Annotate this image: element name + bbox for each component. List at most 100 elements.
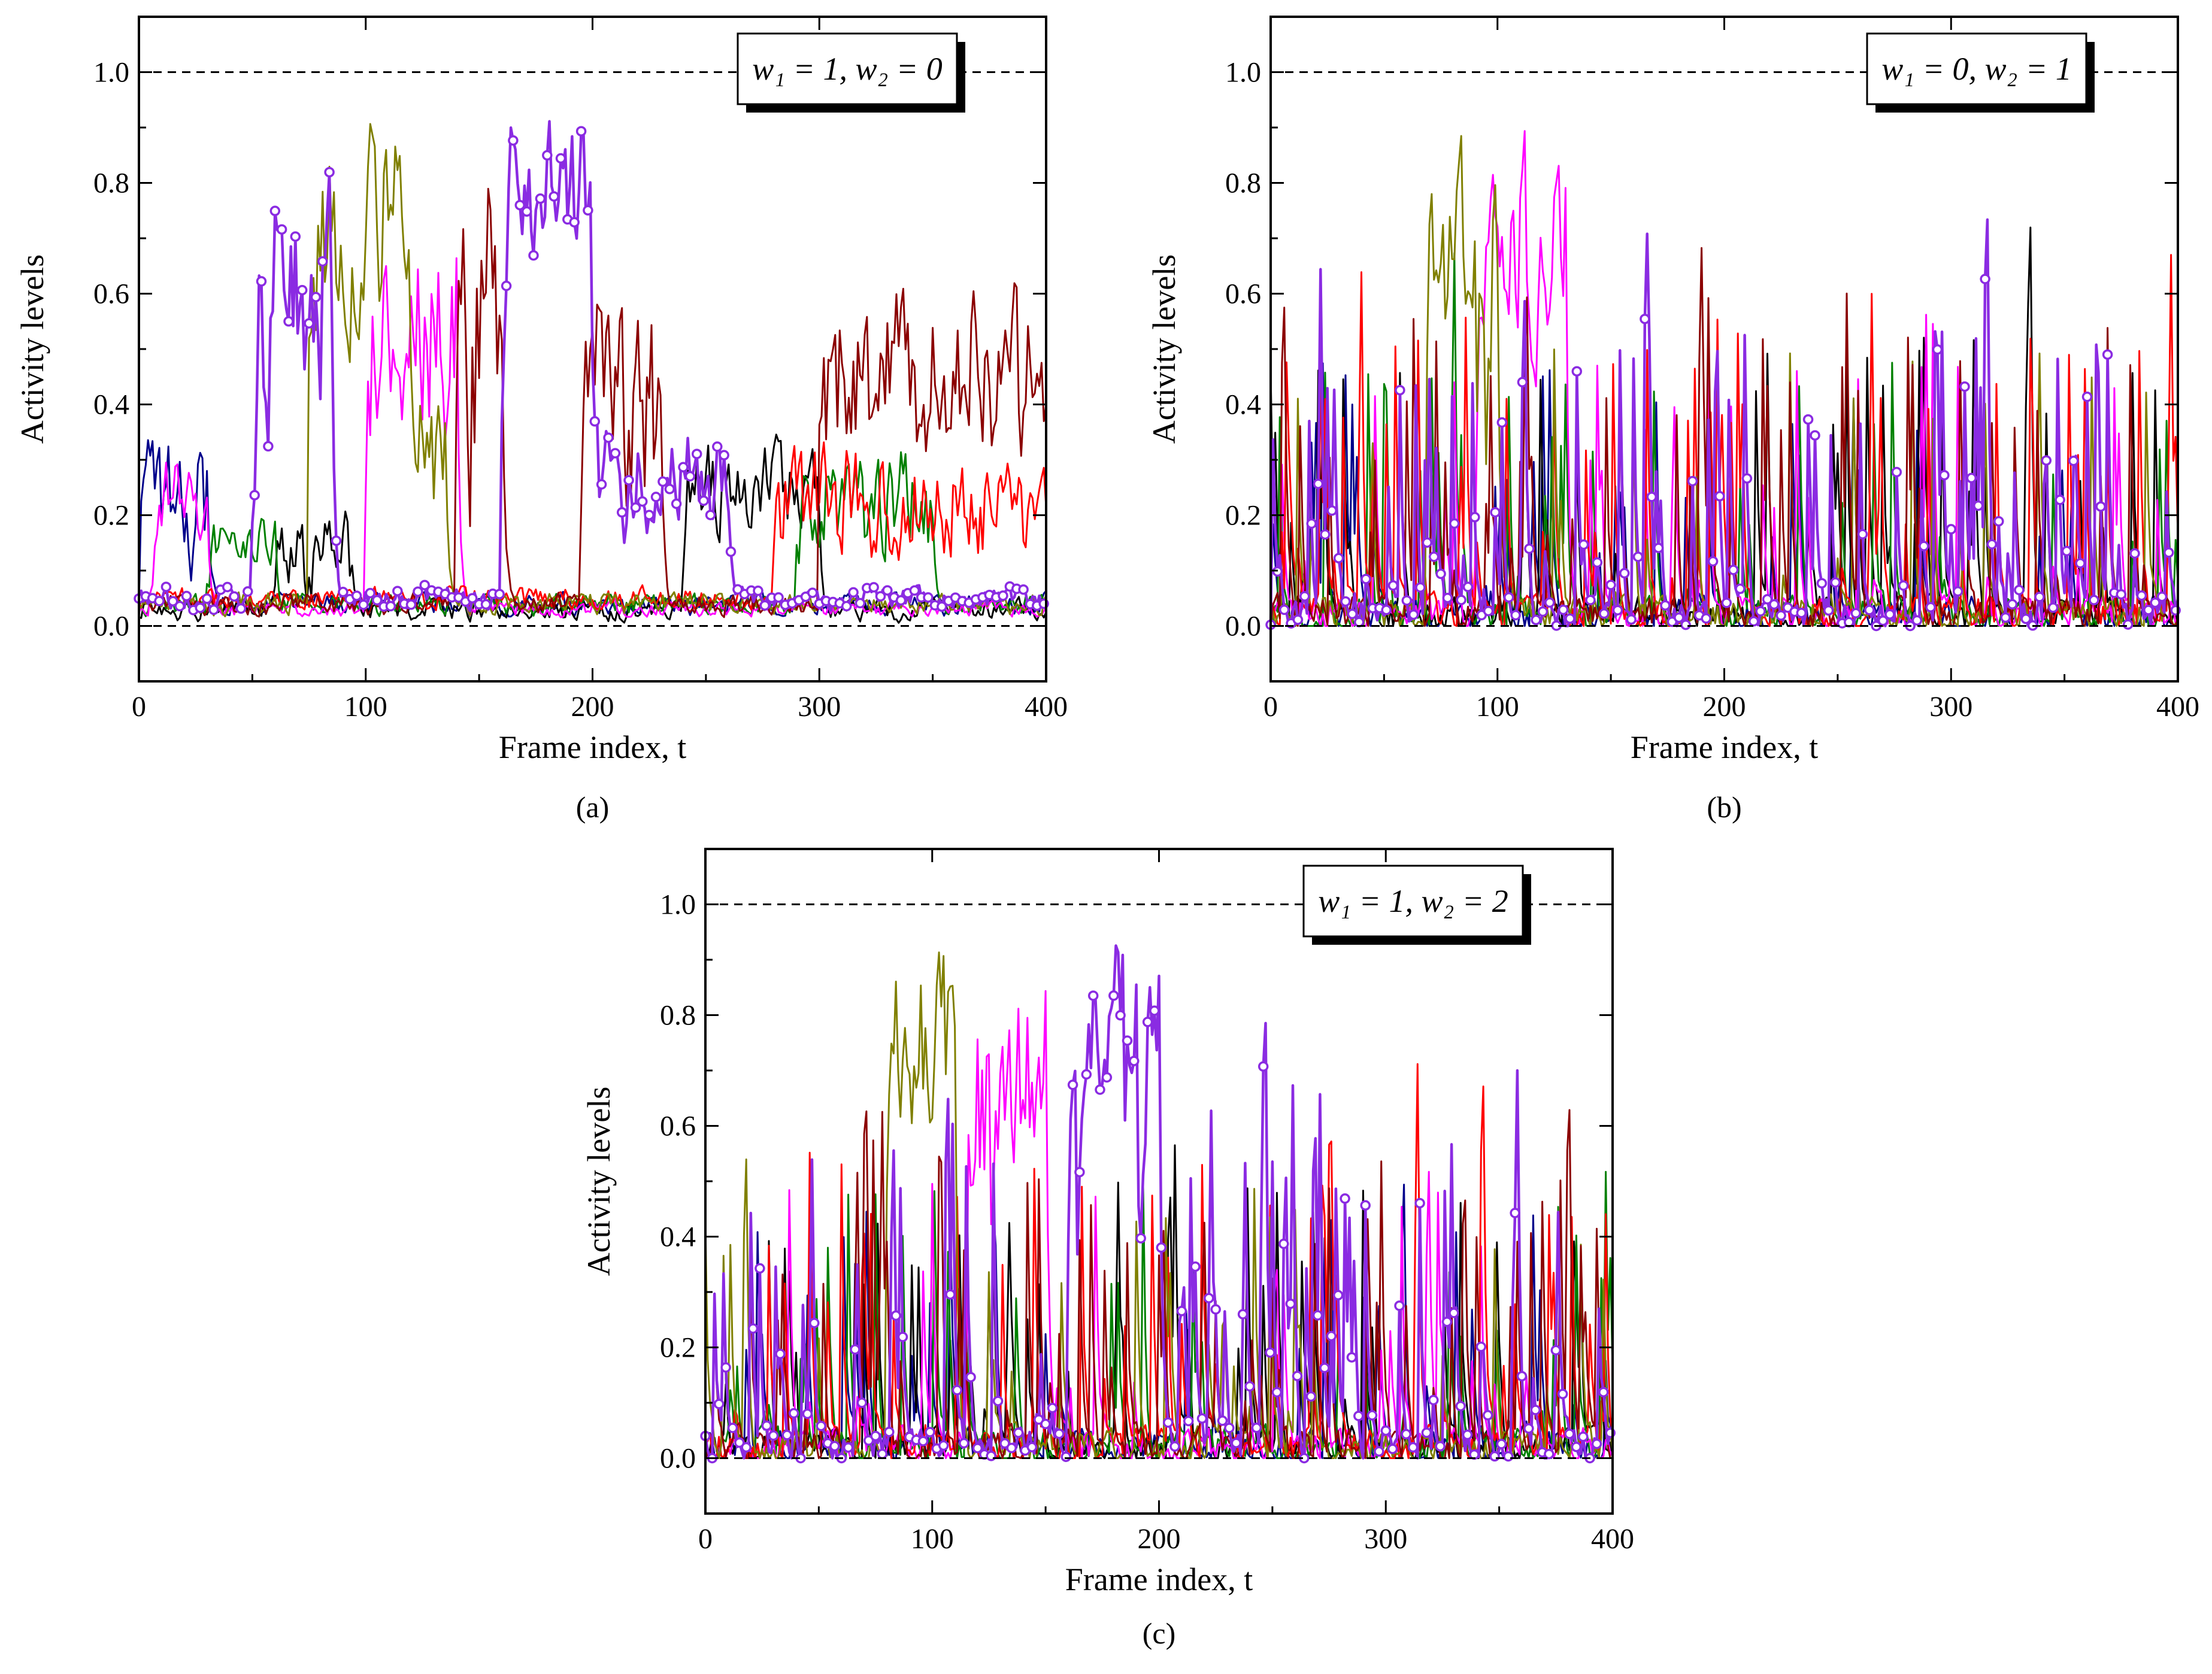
panel-a-series-violet-marker [208,604,219,615]
panel-b-series-violet-marker [1680,619,1691,630]
panel-c-chart: 0 100 200 300 400 0.0 0.2 0.4 0.6 0.8 1.0 Frame i… [581,848,1634,1650]
panel-c-series-violet-marker [1237,1309,1249,1320]
panel-b-x-tick-label: 300 [1929,691,1972,723]
panel-b-chart: 0 100 200 300 400 0.0 0.2 0.4 0.6 0.8 1.0 Frame i… [1146,16,2199,824]
panel-c-series-violet-marker [1162,1417,1174,1428]
panel-c-series-violet-marker [938,1440,949,1451]
panel-c-series-violet-marker [1204,1293,1214,1304]
panel-c-series-violet-marker [727,1423,738,1433]
panel-b-series-violet-marker [1762,594,1773,605]
panel-b-series-violet-marker [2095,501,2106,512]
panel-a-y-tick-label: 0.4 [93,389,129,421]
panel-c-series-violet-marker [1087,990,1099,1001]
panel-c-series-violet-marker [1156,1242,1167,1253]
panel-a-series-violet-marker [542,150,553,161]
panel-b-series-violet-marker [1741,473,1753,484]
panel-c-series-violet-marker [890,1310,901,1321]
panel-c-series-violet-marker [959,1438,969,1449]
panel-a-series-violet-marker [895,595,907,606]
panel-b-series-violet-marker [2068,456,2079,466]
panel-c-series-violet-marker [1516,1370,1528,1382]
panel-b-series-violet-marker [1605,580,1616,590]
panel-c-series-violet-marker [1067,1079,1078,1090]
panel-c-series-violet-marker [1312,1310,1323,1321]
panel-c-series-violet-marker [1251,1423,1262,1433]
panel-b-series-violet-marker [2075,558,2086,569]
panel-c-series-violet-marker [856,1397,868,1408]
panel-a-x-tick-label: 400 [1025,691,1068,723]
panel-b-series-violet-marker [1796,607,1807,618]
panel-a-series-violet-marker [174,601,185,612]
panel-a-series-violet-marker [583,205,593,216]
panel-c-series-violet-marker [917,1436,929,1446]
panel-c-series-violet-marker [1081,1069,1092,1080]
panel-b-series-violet-marker [1387,580,1399,591]
panel-b-series-violet-marker [1340,596,1351,607]
panel-a-series-violet-marker [168,596,178,606]
panel-b-series-violet-marker [2143,605,2154,615]
panel-c-series-violet-marker [992,1396,1004,1406]
panel-c-series-violet-marker [1557,1388,1568,1400]
panel-b-series-violet-marker [1972,500,1984,511]
panel-a-x-axis-title: Frame index, t [499,729,686,765]
panel-c-series-violet-marker [1503,1451,1514,1462]
panel-c-series-violet-marker [802,1408,813,1420]
panel-c-series-violet-marker [1265,1347,1275,1358]
panel-a-series-violet-marker [201,593,213,604]
panel-c-y-tick-label: 0.6 [660,1111,696,1142]
panel-b-x-axis-title: Frame index, t [1631,729,1818,765]
panel-a-series-violet-marker [937,601,947,612]
panel-c-series-violet-marker [754,1263,765,1274]
panel-a-series-violet-marker [508,135,519,146]
panel-c-series-violet-marker [1142,1017,1153,1027]
panel-c-x-tick-label: 100 [911,1523,954,1555]
panel-c-series-violet-marker [1190,1261,1201,1272]
panel-b-series-violet-marker [1660,600,1671,611]
panel-b-series-violet-marker [2020,613,2031,624]
panel-a-series-violet-marker [848,587,859,598]
panel-a-series-violet-marker [596,479,607,490]
panel-a-series-violet-marker [868,582,879,593]
panel-a-series-violet-marker [657,476,668,487]
panel-c-reference-lines [705,903,1613,1459]
panel-c-series-violet-marker [1530,1405,1541,1415]
panel-c-series-violet-marker [1462,1429,1473,1441]
panel-b-series-violet-marker [1632,551,1644,562]
panel-a-series-violet-marker [1018,584,1029,595]
panel-b-series-violet-marker [1653,542,1664,553]
panel-a-series-violet-marker [759,600,771,611]
panel-c-series-violet-marker [884,1426,895,1438]
panel-b-series-violet-marker [1517,377,1528,388]
panel-b-series-violet-marker [2041,455,2052,466]
panel-c-series-darkred [704,1109,1613,1459]
panel-c-series-violet-marker [1210,1304,1221,1315]
panel-b-series-violet-marker [2116,589,2127,600]
panel-b-y-axis-title: Activity levels [1146,254,1182,444]
panel-b-series-violet-marker [1422,537,1433,548]
panel-c-series-violet-marker [843,1442,854,1453]
panel-a-series-violet-marker [521,206,532,217]
panel-b-series-violet-marker [2122,619,2134,630]
panel-b-series-violet-marker [1802,414,1814,425]
panel-a-caption: (a) [576,790,610,824]
panel-a-series-violet-marker [875,591,886,602]
panel-c-series-violet-marker [1489,1451,1500,1462]
panel-c-series-violet-marker [761,1420,772,1431]
panel-a-series-violet-marker [623,475,634,486]
panel-b-series-violet-marker [1830,577,1841,588]
panel-a-x-ticks: 0 100 200 300 400 [132,17,1068,723]
panel-a-series-violet-marker [338,587,349,598]
panel-c-x-ticks: 0 100 200 300 400 [698,849,1634,1555]
panel-c-series-violet-marker [1353,1411,1364,1421]
panel-c-series-violet-marker [1224,1423,1235,1433]
panel-a-x-tick-label: 100 [344,691,387,723]
panel-a-series-violet-marker [358,599,369,610]
panel-c-series-violet-marker [734,1437,745,1448]
panel-b-series-violet-marker [1755,606,1766,617]
panel-b-legend-box: w₁ = 0, w₂ = 1 [1866,32,2095,113]
panel-c-series-violet-marker [1129,1056,1140,1066]
panel-a-series-violet-marker [480,599,492,610]
panel-c-series-violet-marker [1421,1427,1432,1438]
panel-b-y-tick-label: 0.0 [1225,611,1261,642]
